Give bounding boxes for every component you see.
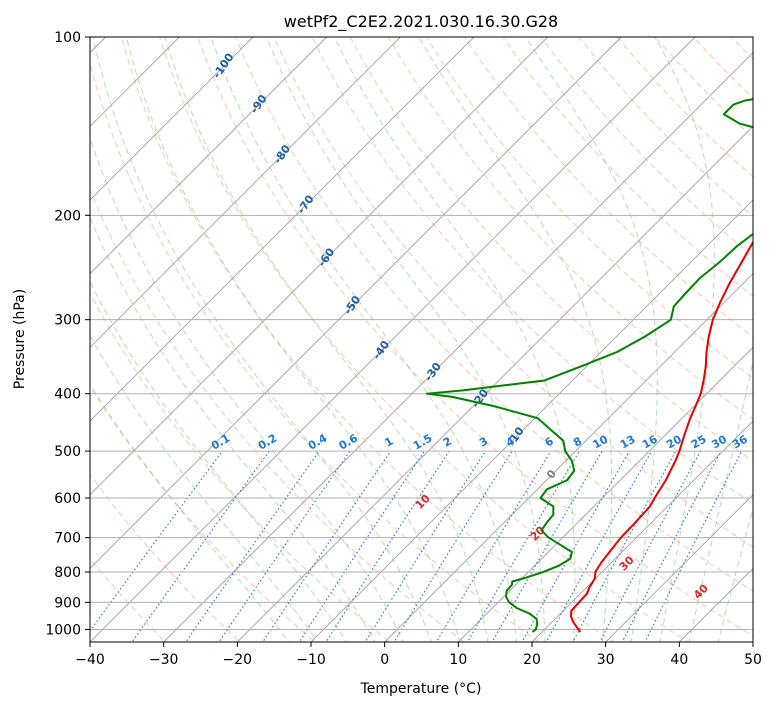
dry-adiabat-line <box>463 37 753 338</box>
dry-adiabat-line <box>387 37 753 420</box>
moist-adiabat-line <box>418 37 613 642</box>
dry-adiabat-line <box>90 473 241 642</box>
dry-adiabat-line <box>311 37 753 505</box>
dry-adiabat-line <box>90 188 465 642</box>
dry-adiabat-line <box>90 385 316 642</box>
isotherm-line <box>163 52 753 642</box>
isotherm-line <box>90 37 696 642</box>
y-tick-label: 700 <box>54 531 81 547</box>
profile-series <box>425 98 753 633</box>
moist-adiabat-line <box>92 37 432 642</box>
x-tick-label: 20 <box>523 652 541 668</box>
moist-adiabat-line <box>654 37 715 642</box>
x-tick-label: 50 <box>744 652 762 668</box>
isotherm-line <box>605 494 753 642</box>
dry-adiabat-line <box>197 37 753 637</box>
isotherm-line <box>90 37 622 569</box>
isotherm-line <box>531 420 753 642</box>
y-tick-label: 100 <box>54 30 81 46</box>
dry-adiabat-line <box>90 62 540 642</box>
y-axis-title: Pressure (hPa) <box>12 289 28 389</box>
isotherm-line <box>90 37 254 201</box>
moist-adiabat-line <box>90 334 319 642</box>
isotherm-line <box>90 37 401 348</box>
moist-adiabat-line <box>210 37 517 642</box>
x-tick-label: −30 <box>149 652 179 668</box>
dry-adiabat-line <box>158 37 690 642</box>
chart-title: wetPf2_C2E2.2021.030.16.30.G28 <box>284 12 558 32</box>
dry-adiabat-line <box>235 37 753 592</box>
isotherm-line <box>458 346 753 642</box>
isotherm-line <box>90 37 327 275</box>
y-tick-label: 900 <box>54 595 81 611</box>
plot-area: -100-90-80-70-60-50-40-30-20-100 0.1 0.2 0… <box>90 37 753 642</box>
isotherm-line <box>90 37 475 422</box>
x-tick-label: 0 <box>380 652 389 668</box>
y-tick-label: 400 <box>54 387 81 403</box>
y-tick-label: 300 <box>54 313 81 329</box>
dry-adiabat-line <box>425 37 753 379</box>
dewpoint-line <box>425 98 753 633</box>
isotherm-line <box>310 199 753 642</box>
x-tick-label: 30 <box>597 652 615 668</box>
x-tick-label: −10 <box>296 652 326 668</box>
dry-adiabat-line <box>502 37 753 298</box>
isotherm-line <box>237 125 753 642</box>
y-tick-label: 1000 <box>45 622 81 638</box>
isotherm-line <box>90 37 548 496</box>
y-tick-label: 200 <box>54 208 81 224</box>
x-tick-label: −40 <box>75 652 105 668</box>
temperature-line <box>570 240 753 633</box>
isotherms <box>90 37 753 642</box>
x-axis-title: Temperature (°C) <box>360 681 482 697</box>
dry-adiabat-line <box>90 292 391 642</box>
moist-adiabats <box>90 37 753 642</box>
y-axis-ticks: 100 200 300 400 500 600 700 800 900 1000 <box>45 30 90 638</box>
y-tick-label: 800 <box>54 565 81 581</box>
moist-adiabat-line <box>688 358 753 642</box>
isotherm-line <box>384 273 753 642</box>
x-tick-label: 10 <box>449 652 467 668</box>
moist-adiabat-line <box>717 506 753 642</box>
x-tick-label: 40 <box>670 652 688 668</box>
x-tick-label: −20 <box>223 652 253 668</box>
moist-adiabat-line <box>265 37 546 642</box>
moist-adiabat-line <box>333 37 576 642</box>
y-tick-label: 500 <box>54 444 81 460</box>
x-axis-ticks: −40 −30 −20 −10 0 10 20 30 40 50 <box>75 642 762 668</box>
pressure-gridlines <box>90 37 753 630</box>
y-tick-label: 600 <box>54 491 81 507</box>
dry-adiabat-line <box>120 37 615 642</box>
plot-frame <box>89 36 754 643</box>
